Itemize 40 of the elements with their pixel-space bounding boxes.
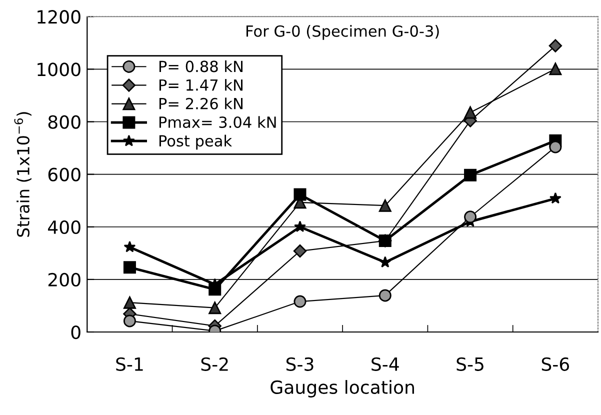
legend-label: Post peak (159, 134, 232, 150)
point (123, 296, 136, 309)
y-tick-label: 1200 (38, 10, 80, 24)
x-tick-label: S-1 (116, 357, 143, 371)
y-axis-title: Strain (1x10$^{−6}$) (14, 112, 32, 237)
legend-label: P= 1.47 kN (159, 78, 242, 91)
x-axis-title: Gauges location (270, 380, 414, 398)
point (378, 199, 392, 212)
point (123, 261, 136, 274)
point (208, 302, 222, 314)
point (378, 289, 392, 302)
point (123, 314, 136, 328)
point (294, 188, 306, 201)
point (549, 140, 562, 154)
legend-label: Pmax= 3.04 kN (159, 116, 276, 128)
x-tick-label: S-4 (372, 357, 399, 371)
point (548, 39, 562, 52)
y-tick-label: 0 (71, 325, 80, 340)
x-tick-label: S-3 (286, 357, 314, 371)
text: For G-0 (Specimen G-0-3) (246, 25, 439, 40)
point (549, 62, 562, 76)
point (293, 244, 307, 258)
x-tick-label: S-6 (542, 357, 570, 371)
point (549, 192, 562, 204)
point (464, 168, 477, 182)
x-tick-label: S-2 (201, 357, 228, 371)
y-tick-label: 600 (48, 168, 80, 182)
y-tick-label: 400 (48, 220, 80, 234)
y-tick-label: 1000 (38, 62, 80, 76)
point (464, 210, 477, 224)
x-tick-label: S-5 (456, 357, 484, 371)
point (124, 240, 136, 252)
y-tick-label: 200 (48, 272, 80, 287)
point (464, 106, 477, 119)
legend-label: P= 2.26 kN (159, 98, 242, 110)
y-tick-label: 800 (48, 115, 80, 129)
point (379, 256, 392, 268)
legend-label: P= 0.88 kN (159, 60, 242, 72)
point (294, 295, 306, 308)
point (294, 220, 306, 232)
